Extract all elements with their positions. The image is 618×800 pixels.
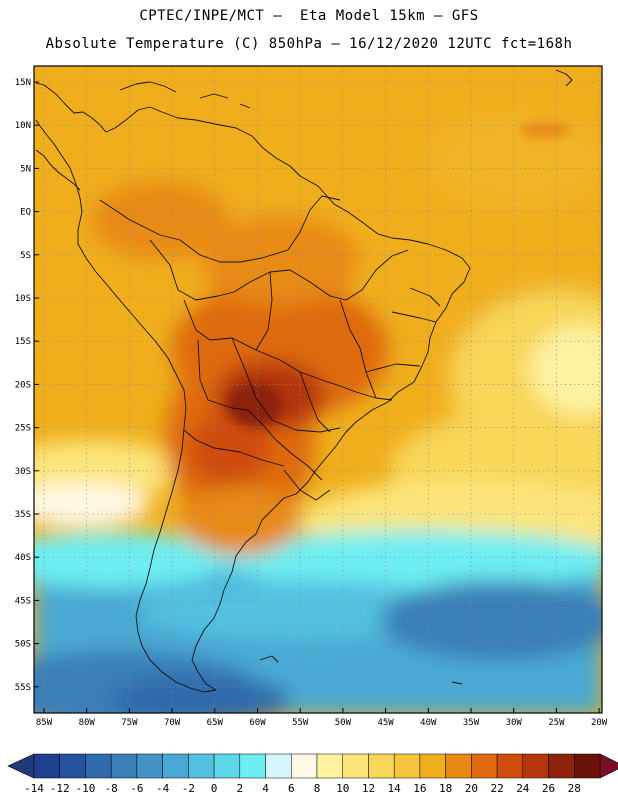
lat-label: 55S bbox=[15, 683, 31, 693]
colorbar: -14 -12 -10 -8 -6 -4 -2 0 2 4 6 8 10 12 14 16 18 20 22 24 26… bbox=[7, 753, 618, 795]
colorbar-swatch bbox=[368, 753, 395, 779]
colorbar-swatch bbox=[471, 753, 498, 779]
colorbar-label: 26 bbox=[542, 782, 555, 795]
colorbar-swatch bbox=[522, 753, 549, 779]
colorbar-label: -14 bbox=[24, 782, 44, 795]
colorbar-label: -6 bbox=[130, 782, 143, 795]
lon-label: 55W bbox=[292, 718, 309, 728]
colorbar-label: -2 bbox=[182, 782, 195, 795]
colorbar-label: 14 bbox=[388, 782, 402, 795]
lon-label: 40W bbox=[420, 718, 437, 728]
lon-label: 50W bbox=[335, 718, 352, 728]
lat-label: 30S bbox=[15, 467, 31, 477]
colorbar-label: 16 bbox=[413, 782, 426, 795]
coastlines bbox=[35, 69, 573, 693]
lon-label: 20W bbox=[591, 718, 608, 728]
colorbar-swatch bbox=[59, 753, 86, 779]
colorbar-label: 6 bbox=[288, 782, 295, 795]
colorbar-label: 24 bbox=[516, 782, 530, 795]
lon-label: 25W bbox=[548, 718, 565, 728]
colorbar-swatch bbox=[419, 753, 446, 779]
lon-label: 30W bbox=[506, 718, 523, 728]
colorbar-swatch bbox=[342, 753, 369, 779]
chart-title: CPTEC/INPE/MCT – Eta Model 15km – GFS bbox=[139, 8, 479, 24]
colorbar-swatch bbox=[445, 753, 472, 779]
lat-label: 25S bbox=[15, 424, 31, 434]
colorbar-swatch bbox=[574, 753, 601, 779]
colorbar-label: 22 bbox=[490, 782, 503, 795]
lat-label: 45S bbox=[15, 596, 31, 606]
colorbar-swatch bbox=[393, 753, 421, 779]
colorbar-label: 4 bbox=[262, 782, 269, 795]
colorbar-underflow bbox=[7, 753, 35, 779]
lat-label: 15N bbox=[15, 78, 31, 88]
lat-label: EQ bbox=[20, 208, 31, 218]
colorbar-swatch bbox=[188, 753, 215, 779]
colorbar-label: 18 bbox=[439, 782, 452, 795]
colorbar-swatch bbox=[136, 753, 163, 779]
colorbar-swatch bbox=[239, 753, 266, 779]
lat-label: 5N bbox=[20, 164, 31, 174]
colorbar-label: 2 bbox=[237, 782, 244, 795]
colorbar-swatch bbox=[33, 753, 60, 779]
colorbar-label: -12 bbox=[50, 782, 70, 795]
lon-label: 75W bbox=[121, 718, 138, 728]
colorbar-swatch bbox=[548, 753, 575, 779]
colorbar-overflow bbox=[599, 753, 618, 779]
colorbar-label: 0 bbox=[211, 782, 218, 795]
lon-label: 35W bbox=[463, 718, 480, 728]
lon-label: 70W bbox=[164, 718, 181, 728]
lat-label: 10N bbox=[15, 121, 31, 131]
plot-frame bbox=[33, 65, 603, 714]
colorbar-label: 20 bbox=[465, 782, 478, 795]
colorbar-label: 8 bbox=[314, 782, 321, 795]
colorbar-label: -4 bbox=[156, 782, 170, 795]
chart-subtitle: Absolute Temperature (C) 850hPa – 16/12/… bbox=[45, 36, 573, 52]
lat-label: 35S bbox=[15, 510, 31, 520]
colorbar-label: 28 bbox=[568, 782, 581, 795]
longitude-axis: 85W 80W 75W 70W 65W 60W 55W 50W 45W 40W 35W 30W 25W 2… bbox=[36, 708, 608, 728]
colorbar-label: 12 bbox=[362, 782, 375, 795]
lon-label: 65W bbox=[207, 718, 224, 728]
lon-label: 85W bbox=[36, 718, 53, 728]
lon-label: 60W bbox=[249, 718, 266, 728]
temperature-field bbox=[34, 66, 602, 713]
colorbar-swatch bbox=[265, 753, 292, 779]
colorbar-swatch bbox=[110, 753, 138, 779]
lat-label: 15S bbox=[15, 337, 31, 347]
lat-label: 10S bbox=[15, 294, 31, 304]
colorbar-swatch bbox=[291, 753, 318, 779]
lat-label: 50S bbox=[15, 640, 31, 650]
lat-label: 20S bbox=[15, 380, 31, 390]
lon-label: 45W bbox=[377, 718, 394, 728]
lon-label: 80W bbox=[79, 718, 96, 728]
colorbar-swatch bbox=[85, 753, 112, 779]
lat-label: 5S bbox=[20, 251, 31, 261]
colorbar-swatch bbox=[316, 753, 343, 779]
gridlines bbox=[34, 66, 602, 713]
lat-label: 40S bbox=[15, 553, 31, 563]
colorbar-swatch bbox=[496, 753, 524, 779]
latitude-axis: 15N 10N 5N EQ 5S 10S 15S 20S 25S 30S 35S 40S 45S 50S 5… bbox=[15, 78, 39, 693]
colorbar-label: 10 bbox=[336, 782, 349, 795]
colorbar-label: -8 bbox=[105, 782, 118, 795]
colorbar-label: -10 bbox=[76, 782, 96, 795]
colorbar-swatch bbox=[213, 753, 241, 779]
colorbar-swatch bbox=[162, 753, 189, 779]
